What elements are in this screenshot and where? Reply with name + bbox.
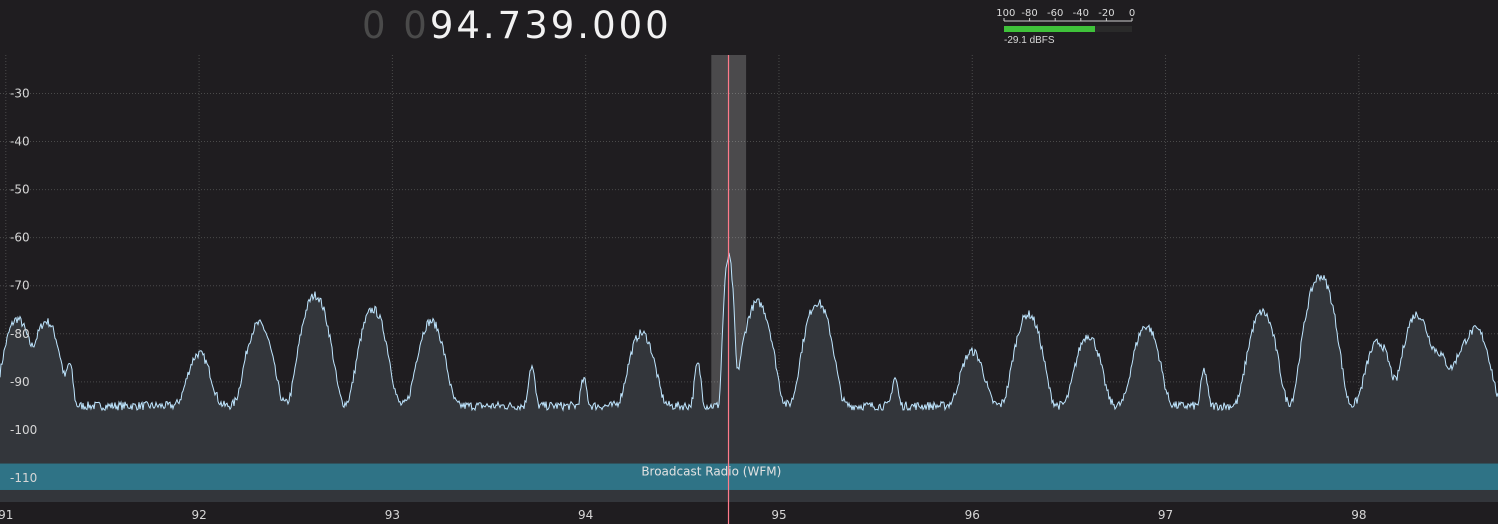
spectrum-fill [0, 252, 1498, 502]
x-tick-label: 98 [1351, 508, 1366, 522]
x-tick-label: 93 [385, 508, 400, 522]
y-axis: -30 -40 -50 -60 -70 -80 -90 -100 -110 [10, 86, 37, 485]
meter-level-bar [1004, 26, 1095, 32]
meter-scale: -100 -80 -60 -40 -20 0 [996, 8, 1135, 22]
meter-readout: -29.1 dBFS [1004, 35, 1055, 46]
meter-scale-label: -60 [1047, 8, 1063, 19]
y-tick-label: -70 [10, 279, 30, 293]
x-tick-label: 91 [0, 508, 13, 522]
spectrum-trace [0, 252, 1498, 502]
x-axis: 91 92 93 94 95 96 97 98 [0, 502, 1498, 524]
frequency-value[interactable]: 94.739.000 [429, 4, 672, 47]
meter-scale-label: 0 [1129, 8, 1135, 19]
y-tick-label: -110 [10, 471, 37, 485]
y-tick-label: -40 [10, 135, 30, 149]
x-tick-label: 97 [1158, 508, 1173, 522]
meter-scale-label: -100 [996, 8, 1015, 19]
signal-meter: -100 -80 -60 -40 -20 0 -29.1 dBFS [996, 4, 1136, 48]
x-tick-label: 96 [965, 508, 980, 522]
x-tick-label: 95 [771, 508, 786, 522]
meter-scale-label: -80 [1021, 8, 1037, 19]
meter-bar-track [1004, 26, 1132, 32]
y-tick-label: -90 [10, 375, 30, 389]
meter-scale-label: -20 [1098, 8, 1114, 19]
y-tick-label: -100 [10, 423, 37, 437]
y-tick-label: -60 [10, 231, 30, 245]
band-plan[interactable]: Broadcast Radio (WFM) [0, 463, 1498, 490]
frequency-display[interactable]: 0 094.739.000 [362, 4, 672, 48]
spectrum-plot[interactable]: Broadcast Radio (WFM) -30 -40 -50 -60 -70 -80… [0, 55, 1498, 524]
y-tick-label: -80 [10, 327, 30, 341]
x-tick-label: 94 [578, 508, 593, 522]
x-tick-label: 92 [191, 508, 206, 522]
toolbar: 0 094.739.000 -100 -80 -60 -40 -20 0 -29.1 dB… [0, 0, 1498, 55]
y-tick-label: -30 [10, 86, 30, 100]
meter-scale-label: -40 [1073, 8, 1089, 19]
band-plan-strip[interactable] [0, 463, 1498, 490]
frequency-leading-zeros[interactable]: 0 0 [362, 4, 430, 47]
band-plan-label: Broadcast Radio (WFM) [641, 465, 781, 479]
x-axis-background [0, 502, 1498, 524]
spectrum-line [0, 252, 1498, 412]
y-tick-label: -50 [10, 183, 30, 197]
